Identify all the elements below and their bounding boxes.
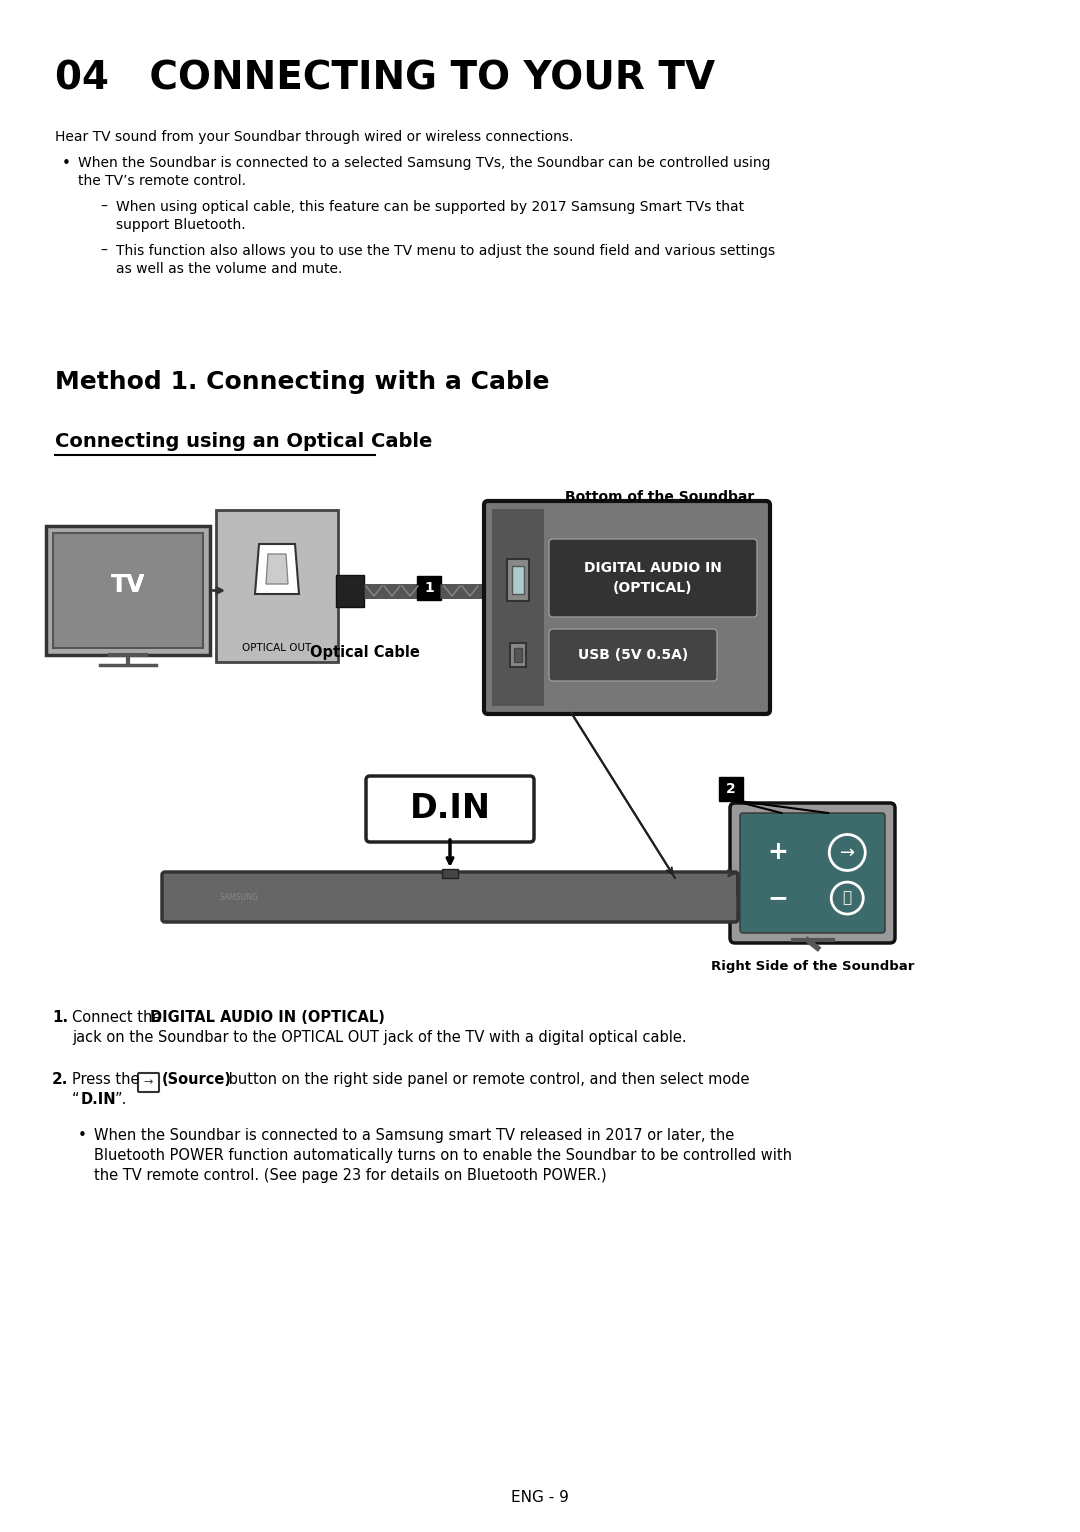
Text: the TV’s remote control.: the TV’s remote control. (78, 175, 246, 188)
Text: 2: 2 (726, 781, 735, 797)
Text: DIGITAL AUDIO IN (OPTICAL): DIGITAL AUDIO IN (OPTICAL) (150, 1010, 384, 1025)
Polygon shape (255, 544, 299, 594)
Text: ENG - 9: ENG - 9 (511, 1491, 569, 1504)
Text: D.IN: D.IN (409, 792, 490, 826)
Text: 2.: 2. (52, 1072, 68, 1088)
Text: +: + (767, 841, 788, 864)
Text: •: • (62, 156, 71, 172)
Text: –: – (100, 201, 107, 214)
FancyBboxPatch shape (512, 565, 524, 594)
FancyBboxPatch shape (442, 869, 458, 878)
FancyBboxPatch shape (490, 574, 516, 607)
FancyBboxPatch shape (740, 813, 885, 933)
Text: This function also allows you to use the TV menu to adjust the sound field and v: This function also allows you to use the… (116, 244, 775, 257)
Text: 1: 1 (424, 581, 434, 594)
FancyBboxPatch shape (484, 501, 770, 714)
Text: “: “ (72, 1092, 80, 1108)
Text: D.IN: D.IN (81, 1092, 117, 1108)
Text: SAMSUNG: SAMSUNG (220, 893, 259, 901)
Text: When using optical cable, this feature can be supported by 2017 Samsung Smart TV: When using optical cable, this feature c… (116, 201, 744, 214)
Text: When the Soundbar is connected to a Samsung smart TV released in 2017 or later, : When the Soundbar is connected to a Sams… (94, 1128, 734, 1143)
Circle shape (832, 882, 863, 915)
Text: 1.: 1. (52, 1010, 68, 1025)
FancyBboxPatch shape (492, 509, 544, 706)
FancyBboxPatch shape (162, 872, 738, 922)
FancyBboxPatch shape (336, 574, 364, 607)
FancyBboxPatch shape (510, 643, 526, 666)
Circle shape (829, 835, 865, 870)
Text: −: − (767, 885, 788, 910)
FancyBboxPatch shape (719, 777, 743, 801)
Text: •: • (78, 1128, 86, 1143)
Text: Right Side of the Soundbar: Right Side of the Soundbar (711, 961, 914, 973)
Text: jack on the Soundbar to the OPTICAL OUT jack of the TV with a digital optical ca: jack on the Soundbar to the OPTICAL OUT … (72, 1030, 687, 1045)
Text: as well as the volume and mute.: as well as the volume and mute. (116, 262, 342, 276)
Text: Hear TV sound from your Soundbar through wired or wireless connections.: Hear TV sound from your Soundbar through… (55, 130, 573, 144)
FancyBboxPatch shape (549, 630, 717, 682)
Text: the TV remote control. (See page 23 for details on Bluetooth POWER.): the TV remote control. (See page 23 for … (94, 1167, 607, 1183)
FancyBboxPatch shape (417, 576, 441, 601)
FancyBboxPatch shape (514, 648, 522, 662)
Text: Bottom of the Soundbar: Bottom of the Soundbar (565, 490, 755, 504)
FancyBboxPatch shape (440, 584, 490, 597)
Text: Connecting using an Optical Cable: Connecting using an Optical Cable (55, 432, 432, 450)
Text: ⏻: ⏻ (842, 890, 852, 905)
Text: DIGITAL AUDIO IN
(OPTICAL): DIGITAL AUDIO IN (OPTICAL) (584, 561, 721, 594)
Text: Connect the: Connect the (72, 1010, 166, 1025)
Text: TV: TV (111, 573, 145, 597)
FancyBboxPatch shape (507, 559, 529, 601)
FancyBboxPatch shape (549, 539, 757, 617)
Text: button on the right side panel or remote control, and then select mode: button on the right side panel or remote… (224, 1072, 750, 1088)
Text: Bluetooth POWER function automatically turns on to enable the Soundbar to be con: Bluetooth POWER function automatically t… (94, 1147, 792, 1163)
Text: TV: TV (111, 573, 145, 597)
FancyBboxPatch shape (46, 525, 210, 656)
Text: –: – (100, 244, 107, 257)
Text: Method 1. Connecting with a Cable: Method 1. Connecting with a Cable (55, 371, 550, 394)
FancyBboxPatch shape (216, 510, 338, 662)
Text: OPTICAL OUT: OPTICAL OUT (242, 643, 312, 653)
Text: 04   CONNECTING TO YOUR TV: 04 CONNECTING TO YOUR TV (55, 60, 715, 98)
Text: Press the: Press the (72, 1072, 144, 1088)
Text: →: → (839, 844, 854, 861)
FancyBboxPatch shape (366, 777, 534, 843)
Polygon shape (266, 555, 288, 584)
Text: ”.: ”. (114, 1092, 127, 1108)
Text: USB (5V 0.5A): USB (5V 0.5A) (578, 648, 688, 662)
Text: When the Soundbar is connected to a selected Samsung TVs, the Soundbar can be co: When the Soundbar is connected to a sele… (78, 156, 770, 170)
FancyBboxPatch shape (53, 533, 203, 648)
Text: Optical Cable: Optical Cable (310, 645, 420, 660)
FancyBboxPatch shape (730, 803, 895, 944)
Text: (Source): (Source) (162, 1072, 232, 1088)
FancyBboxPatch shape (364, 584, 429, 597)
Text: support Bluetooth.: support Bluetooth. (116, 218, 245, 231)
Text: →: → (144, 1077, 152, 1088)
FancyBboxPatch shape (138, 1072, 159, 1092)
